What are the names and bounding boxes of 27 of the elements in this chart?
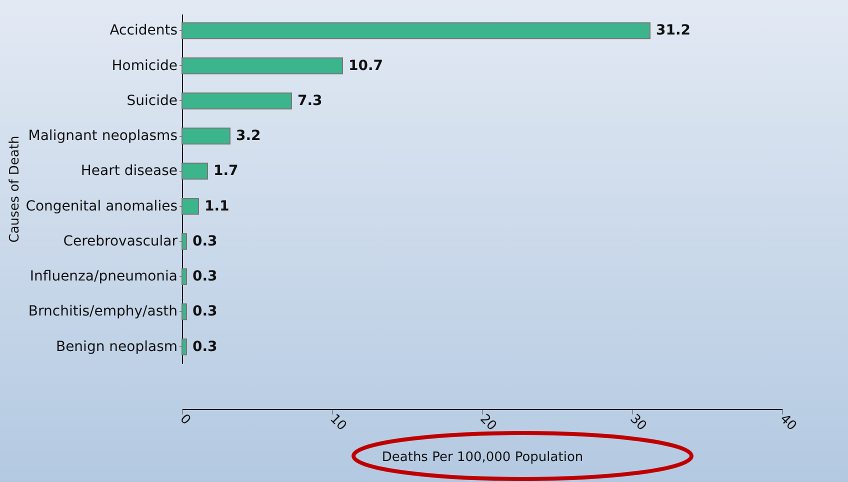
x-tick-label: 10 (326, 412, 350, 434)
y-tick-label: Suicide (126, 92, 178, 109)
data-label: 1.7 (214, 163, 238, 180)
data-label: 10.7 (348, 58, 384, 74)
x-axis-title: Deaths Per 100,000 Population (382, 450, 584, 466)
data-label: 7.3 (298, 92, 322, 109)
data-label: 0.3 (192, 304, 218, 320)
x-tick-label: 30 (626, 412, 650, 434)
data-label: 31.2 (656, 22, 691, 39)
x-tick-label: 40 (776, 412, 800, 434)
y-tick-label: Influenza/pneumonia (30, 268, 178, 285)
y-tick-label: Congenital anomalies (26, 198, 178, 214)
y-tick-label: Benign neoplasm (56, 338, 178, 355)
y-tick-label: Brnchitis/emphy/asth (28, 304, 178, 320)
y-tick-label: Malignant neoplasms (28, 128, 178, 144)
x-tick-label: 20 (476, 412, 500, 434)
data-label: 3.2 (236, 128, 261, 144)
y-axis-title: Causes of Death (8, 136, 23, 243)
data-label: 0.3 (192, 338, 218, 355)
y-tick-label: Homicide (112, 58, 178, 74)
y-tick-label: Accidents (110, 22, 178, 39)
x-tick-label: 0 (176, 412, 194, 428)
data-label: 0.3 (192, 268, 218, 285)
y-tick-label: Heart disease (80, 163, 178, 180)
data-label: 0.3 (192, 233, 218, 250)
y-tick-label: Cerebrovascular (63, 233, 178, 250)
data-label: 1.1 (204, 198, 230, 214)
